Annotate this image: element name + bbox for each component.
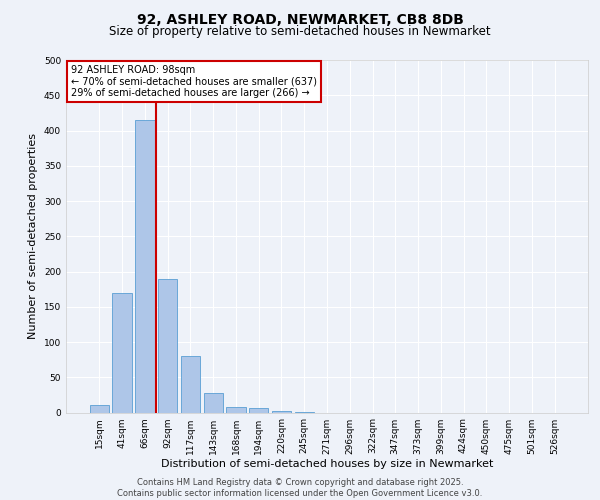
Bar	[90, 406, 109, 412]
Text: 92, ASHLEY ROAD, NEWMARKET, CB8 8DB: 92, ASHLEY ROAD, NEWMARKET, CB8 8DB	[137, 12, 463, 26]
Bar	[112, 292, 132, 412]
Bar	[203, 393, 223, 412]
Bar	[272, 411, 291, 412]
Bar	[181, 356, 200, 412]
Text: Contains HM Land Registry data © Crown copyright and database right 2025.
Contai: Contains HM Land Registry data © Crown c…	[118, 478, 482, 498]
X-axis label: Distribution of semi-detached houses by size in Newmarket: Distribution of semi-detached houses by …	[161, 460, 493, 469]
Text: 92 ASHLEY ROAD: 98sqm
← 70% of semi-detached houses are smaller (637)
29% of sem: 92 ASHLEY ROAD: 98sqm ← 70% of semi-deta…	[71, 66, 317, 98]
Y-axis label: Number of semi-detached properties: Number of semi-detached properties	[28, 133, 38, 339]
Bar	[135, 120, 155, 412]
Text: Size of property relative to semi-detached houses in Newmarket: Size of property relative to semi-detach…	[109, 25, 491, 38]
Bar	[249, 408, 268, 412]
Bar	[158, 278, 178, 412]
Bar	[226, 407, 245, 412]
